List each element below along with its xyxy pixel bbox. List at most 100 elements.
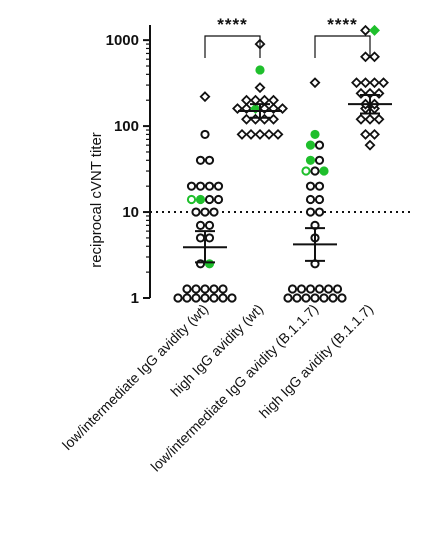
data-point-circle	[195, 220, 206, 230]
data-point-diamond	[355, 87, 367, 99]
data-point-diamond	[369, 128, 380, 140]
data-point-circle	[328, 293, 338, 303]
data-point-circle	[301, 166, 311, 176]
data-point-circle	[191, 293, 201, 303]
y-tick-label: 10	[122, 204, 139, 221]
data-point-circle	[204, 181, 215, 191]
data-points	[173, 24, 389, 303]
data-point-circle	[213, 194, 224, 205]
data-point-circle	[301, 293, 311, 303]
significance-bracket	[204, 35, 261, 58]
data-point-circle	[204, 259, 215, 269]
significance-label: ****	[217, 15, 247, 34]
data-point-diamond	[254, 82, 266, 94]
data-point-diamond	[259, 113, 270, 125]
data-point-circle	[209, 207, 219, 217]
data-point-circle	[195, 155, 206, 165]
data-point-circle	[186, 181, 197, 191]
y-axis-title: reciprocal cVNT titer	[88, 132, 105, 268]
data-point-circle	[314, 284, 325, 294]
data-point-circle	[182, 293, 192, 303]
data-point-circle	[305, 140, 316, 150]
data-point-diamond	[241, 103, 252, 115]
y-tick-label: 1	[131, 290, 139, 307]
data-point-circle	[186, 194, 197, 205]
data-point-diamond	[250, 103, 261, 115]
data-point-circle	[305, 181, 316, 191]
data-point-circle	[209, 284, 219, 294]
data-point-circle	[200, 207, 210, 217]
data-point-diamond	[263, 128, 275, 140]
data-point-circle	[292, 293, 302, 303]
data-point-circle	[305, 207, 316, 217]
data-point-circle	[204, 220, 215, 230]
data-point-circle	[218, 293, 228, 303]
data-point-diamond	[373, 113, 385, 125]
data-point-diamond	[309, 77, 321, 89]
data-point-circle	[200, 284, 210, 294]
data-point-circle	[173, 293, 183, 303]
data-point-circle	[310, 129, 320, 140]
data-point-circle	[314, 181, 325, 191]
data-point-diamond	[272, 128, 284, 140]
data-point-circle	[255, 65, 265, 75]
category-label: high IgG avidity (wt)	[167, 301, 266, 400]
data-point-diamond	[369, 24, 380, 36]
data-point-circle	[191, 207, 201, 217]
data-point-diamond	[360, 51, 371, 63]
data-point-diamond	[241, 94, 252, 106]
data-point-circle	[227, 293, 237, 303]
data-point-circle	[204, 155, 215, 165]
data-point-circle	[195, 181, 206, 191]
data-point-diamond	[259, 103, 270, 115]
data-point-diamond	[360, 128, 371, 140]
mean-error-bars	[183, 93, 392, 264]
data-point-circle	[287, 284, 298, 294]
data-point-diamond	[355, 113, 367, 125]
y-tick-label: 100	[114, 118, 139, 135]
data-point-circle	[200, 293, 210, 303]
data-point-circle	[195, 233, 206, 243]
data-point-circle	[213, 181, 224, 191]
data-point-circle	[195, 259, 206, 269]
data-point-circle	[283, 293, 293, 303]
data-point-circle	[310, 293, 320, 303]
category-label: high IgG avidity (B.1.1.7)	[256, 301, 376, 421]
data-point-circle	[200, 129, 210, 140]
data-point-diamond	[232, 103, 243, 115]
y-tick-label: 1000	[106, 32, 139, 49]
data-point-diamond	[364, 113, 376, 125]
data-point-diamond	[277, 103, 288, 115]
data-point-diamond	[268, 103, 279, 115]
data-point-circle	[218, 284, 228, 294]
data-point-circle	[314, 140, 325, 150]
data-point-circle	[337, 293, 347, 303]
data-point-diamond	[360, 24, 371, 36]
data-point-circle	[319, 166, 329, 176]
data-point-circle	[319, 293, 329, 303]
significance-label: ****	[327, 15, 357, 34]
data-point-diamond	[199, 91, 211, 103]
data-point-diamond	[378, 77, 389, 89]
data-point-circle	[305, 155, 316, 165]
data-point-diamond	[268, 94, 279, 106]
data-point-diamond	[245, 128, 257, 140]
data-point-diamond	[351, 77, 362, 89]
data-point-diamond	[360, 77, 371, 89]
data-point-diamond	[250, 113, 261, 125]
data-point-circle	[195, 194, 206, 205]
data-point-circle	[314, 207, 325, 217]
data-point-circle	[305, 284, 316, 294]
data-point-diamond	[373, 87, 385, 99]
data-point-circle	[314, 155, 325, 165]
data-point-diamond	[268, 113, 279, 125]
category-labels: low/intermediate IgG avidity (wt)high Ig…	[59, 301, 376, 475]
data-point-circle	[209, 293, 219, 303]
y-axis: 1 10 100 1000	[106, 25, 151, 307]
data-point-diamond	[369, 51, 380, 63]
data-point-circle	[204, 233, 215, 243]
data-point-circle	[296, 284, 307, 294]
data-point-circle	[323, 284, 334, 294]
data-point-circle	[182, 284, 192, 294]
data-point-circle	[314, 194, 325, 205]
